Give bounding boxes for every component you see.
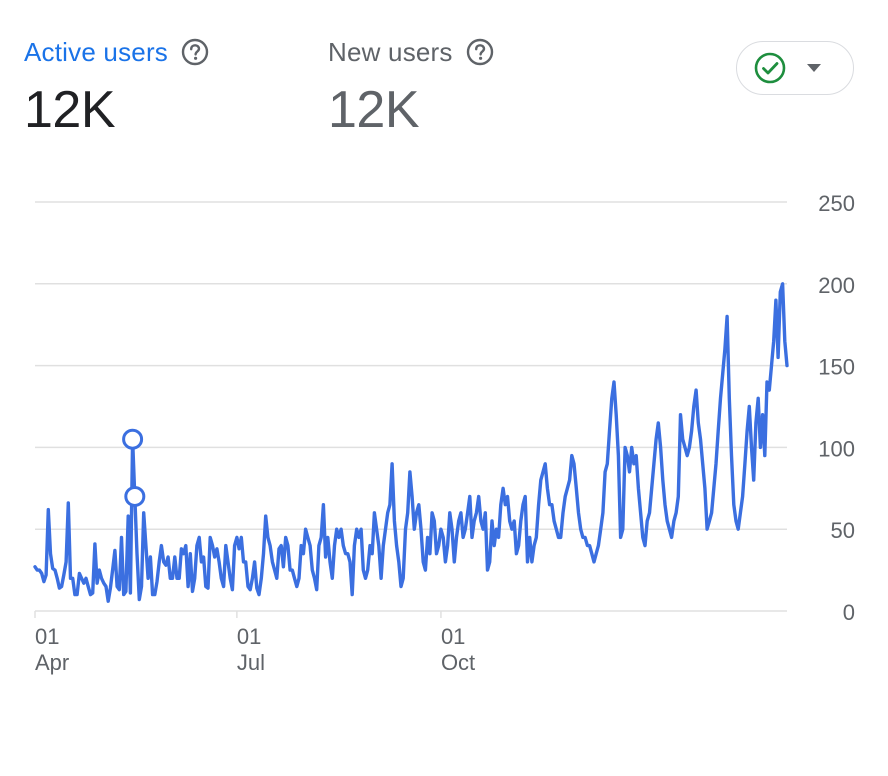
metric-new-users[interactable]: New users 12K — [328, 34, 495, 140]
comparison-dropdown-button[interactable] — [736, 41, 854, 95]
new-users-label[interactable]: New users — [328, 37, 453, 67]
active-users-value: 12K — [24, 81, 116, 139]
y-tick-label: 200 — [818, 273, 855, 298]
y-axis: 250 200 150 100 50 0 — [818, 191, 855, 625]
y-tick-label: 250 — [818, 191, 855, 216]
y-tick-label: 100 — [818, 436, 855, 461]
x-tick-label: Apr — [35, 650, 69, 675]
check-circle-icon — [754, 52, 786, 84]
x-tick-label: 01 — [35, 624, 59, 649]
help-circle-icon[interactable] — [465, 37, 495, 67]
chart-grid — [35, 201, 787, 612]
data-point-marker[interactable] — [124, 485, 146, 507]
new-users-value: 12K — [328, 81, 420, 139]
chart-series — [33, 282, 789, 603]
help-circle-icon[interactable] — [180, 37, 210, 67]
active-users-label[interactable]: Active users — [24, 37, 169, 67]
caret-down-icon — [807, 64, 821, 72]
y-tick-label: 150 — [818, 355, 855, 380]
y-tick-label: 50 — [831, 518, 855, 543]
x-tick-label: 01 — [237, 624, 261, 649]
data-point-marker[interactable] — [122, 428, 144, 450]
metric-active-users[interactable]: Active users 12K — [24, 34, 210, 140]
x-tick-label: Jul — [237, 650, 265, 675]
chart-highlight-points[interactable] — [122, 428, 146, 507]
series-line-active-users — [33, 282, 789, 603]
y-tick-label: 0 — [843, 600, 855, 625]
x-tick-label: Oct — [441, 650, 475, 675]
x-tick-label: 01 — [441, 624, 465, 649]
